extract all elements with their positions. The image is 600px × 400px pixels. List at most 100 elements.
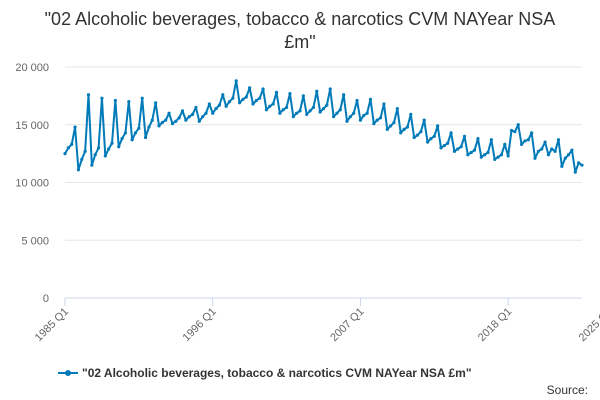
data-point[interactable] <box>452 149 457 153</box>
data-point[interactable] <box>278 111 282 115</box>
data-point[interactable] <box>526 138 530 142</box>
data-point[interactable] <box>103 154 107 158</box>
data-point[interactable] <box>187 115 191 119</box>
data-point[interactable] <box>217 103 222 107</box>
data-point[interactable] <box>100 96 104 100</box>
data-point[interactable] <box>419 130 423 134</box>
data-point[interactable] <box>503 142 507 146</box>
data-point[interactable] <box>546 153 551 157</box>
data-point[interactable] <box>90 163 94 167</box>
data-point[interactable] <box>553 149 557 153</box>
data-point[interactable] <box>288 91 292 96</box>
data-point[interactable] <box>449 131 453 135</box>
data-point[interactable] <box>164 118 168 122</box>
data-point[interactable] <box>462 134 467 138</box>
data-point[interactable] <box>231 96 235 100</box>
data-point[interactable] <box>201 115 205 119</box>
data-point[interactable] <box>258 96 262 100</box>
data-point[interactable] <box>325 103 329 107</box>
data-point[interactable] <box>493 157 497 161</box>
data-point[interactable] <box>321 106 326 111</box>
data-point[interactable] <box>466 153 470 157</box>
data-point[interactable] <box>536 149 540 153</box>
data-point[interactable] <box>328 87 332 91</box>
data-point[interactable] <box>170 121 175 126</box>
data-point[interactable] <box>382 102 386 106</box>
data-point[interactable] <box>96 146 101 150</box>
data-point[interactable] <box>154 101 158 105</box>
data-point[interactable] <box>167 111 171 115</box>
data-point[interactable] <box>530 131 534 135</box>
data-point[interactable] <box>560 164 564 168</box>
data-point[interactable] <box>110 141 114 145</box>
data-point[interactable] <box>244 95 248 99</box>
data-point[interactable] <box>86 93 91 97</box>
data-point[interactable] <box>523 139 527 143</box>
data-point[interactable] <box>271 102 275 106</box>
data-point[interactable] <box>563 156 567 160</box>
data-point[interactable] <box>570 148 574 152</box>
data-point[interactable] <box>234 79 238 83</box>
data-point[interactable] <box>459 145 463 149</box>
data-point[interactable] <box>177 116 181 120</box>
data-point[interactable] <box>284 105 289 110</box>
data-point[interactable] <box>305 112 309 116</box>
data-point[interactable] <box>113 98 117 103</box>
data-point[interactable] <box>133 131 138 135</box>
data-point[interactable] <box>496 155 500 159</box>
data-point[interactable] <box>254 98 258 103</box>
data-point[interactable] <box>207 102 211 106</box>
data-point[interactable] <box>456 147 460 151</box>
data-point[interactable] <box>476 137 480 141</box>
data-point[interactable] <box>392 120 396 125</box>
data-point[interactable] <box>335 111 339 115</box>
data-point[interactable] <box>342 93 346 97</box>
data-point[interactable] <box>580 163 584 167</box>
source-credits[interactable]: Source: <box>546 383 588 397</box>
data-point[interactable] <box>120 137 124 141</box>
data-point[interactable] <box>412 135 416 140</box>
data-point[interactable] <box>160 120 164 125</box>
data-point[interactable] <box>399 131 403 135</box>
data-point[interactable] <box>550 147 554 151</box>
data-point[interactable] <box>362 113 366 118</box>
data-point[interactable] <box>519 142 524 146</box>
data-point[interactable] <box>442 143 446 148</box>
data-point[interactable] <box>221 93 225 97</box>
data-point[interactable] <box>184 118 188 122</box>
data-point[interactable] <box>415 133 420 137</box>
data-point[interactable] <box>355 98 359 103</box>
data-point[interactable] <box>489 138 493 142</box>
data-point[interactable] <box>308 109 312 113</box>
data-point[interactable] <box>197 119 201 123</box>
data-point[interactable] <box>143 135 148 140</box>
data-point[interactable] <box>70 142 74 146</box>
data-point[interactable] <box>211 111 215 115</box>
data-point[interactable] <box>298 109 302 113</box>
data-point[interactable] <box>513 130 517 134</box>
data-point[interactable] <box>425 140 430 144</box>
data-point[interactable] <box>251 102 255 106</box>
data-point[interactable] <box>365 111 369 115</box>
data-point[interactable] <box>409 112 413 116</box>
data-point[interactable] <box>123 131 128 135</box>
data-point[interactable] <box>405 125 410 129</box>
data-point[interactable] <box>338 108 342 112</box>
data-point[interactable] <box>107 147 111 151</box>
data-point[interactable] <box>543 140 547 144</box>
data-point[interactable] <box>472 148 477 152</box>
data-point[interactable] <box>372 121 376 126</box>
data-point[interactable] <box>241 97 245 101</box>
data-point[interactable] <box>375 118 379 122</box>
data-point[interactable] <box>281 108 285 112</box>
data-point[interactable] <box>274 90 279 95</box>
data-point[interactable] <box>295 111 299 115</box>
legend-item[interactable]: "02 Alcoholic beverages, tobacco & narco… <box>58 366 472 380</box>
data-point[interactable] <box>429 137 433 141</box>
data-point[interactable] <box>499 153 504 157</box>
data-point[interactable] <box>268 104 272 108</box>
data-point[interactable] <box>264 108 269 112</box>
data-point[interactable] <box>509 128 514 133</box>
data-point[interactable] <box>174 119 178 123</box>
data-point[interactable] <box>291 115 295 119</box>
